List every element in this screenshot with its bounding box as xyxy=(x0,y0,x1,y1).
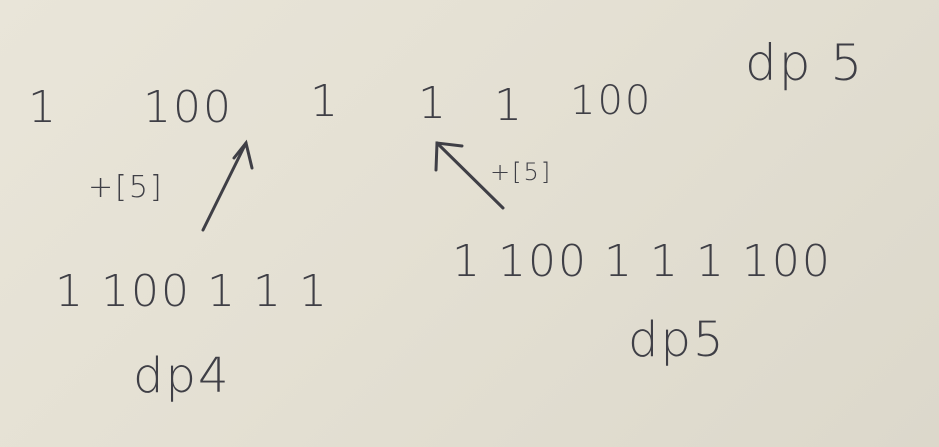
bottom-right-sequence: 1 100 1 1 1 100 xyxy=(452,236,832,287)
bottom-left-label-dp4: dp4 xyxy=(133,348,231,404)
bottom-left-sequence: 1 100 1 1 1 xyxy=(55,266,329,317)
top-num-6: 100 xyxy=(570,78,653,124)
left-plus-annotation: +[5] xyxy=(88,170,164,205)
right-plus-annotation: +[5] xyxy=(490,158,553,186)
top-num-1: 1 xyxy=(28,82,58,133)
bottom-right-label-dp5: dp5 xyxy=(628,312,726,368)
right-arrow xyxy=(434,141,505,210)
top-num-2: 100 xyxy=(143,82,233,133)
top-label-dp5: dp 5 xyxy=(745,34,865,92)
top-num-5: 1 xyxy=(494,80,524,131)
left-arrow xyxy=(201,139,254,232)
top-num-4: 1 xyxy=(418,78,448,129)
top-num-3: 1 xyxy=(310,76,340,127)
